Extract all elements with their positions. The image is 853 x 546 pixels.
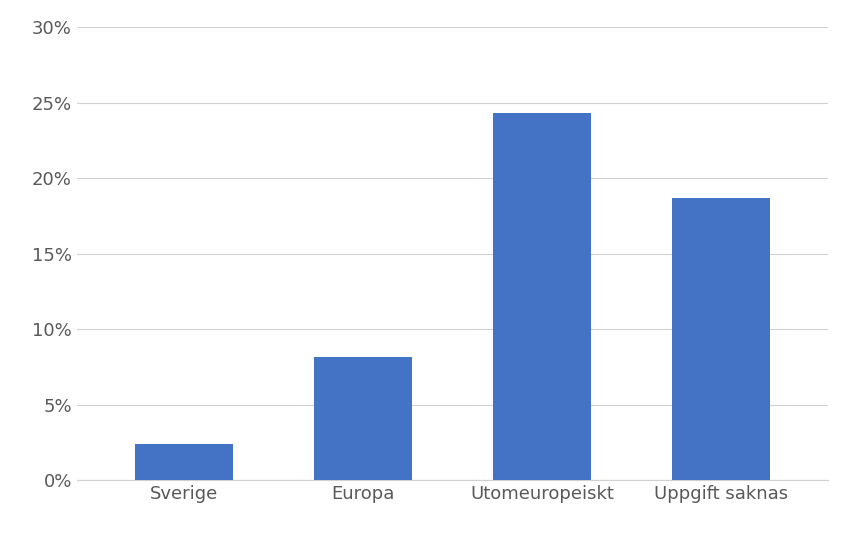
Bar: [671, 198, 769, 480]
Bar: [314, 357, 412, 480]
Bar: [135, 444, 233, 480]
Bar: [492, 114, 590, 480]
